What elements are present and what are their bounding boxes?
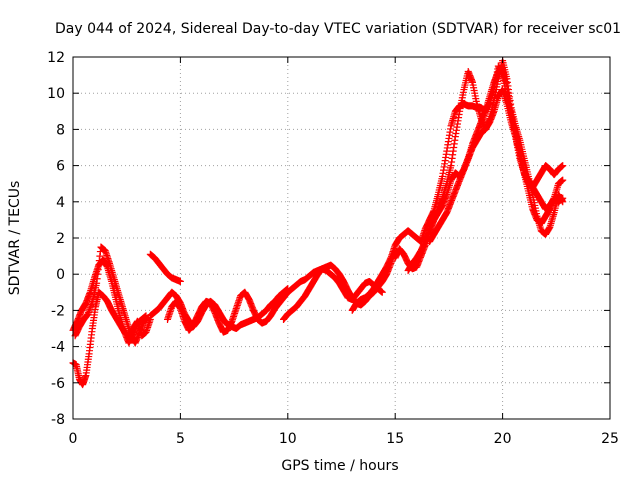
- y-tick-label: 12: [47, 50, 65, 66]
- data-point: [176, 277, 184, 285]
- x-tick-label: 0: [69, 431, 78, 447]
- y-tick-label: 6: [56, 159, 65, 175]
- x-tick-label: 20: [494, 431, 512, 447]
- x-axis-label: GPS time / hours: [281, 458, 398, 474]
- y-tick-label: -6: [51, 376, 65, 392]
- data-point: [559, 176, 567, 184]
- x-tick-label: 5: [176, 431, 185, 447]
- y-tick-label: 2: [56, 231, 65, 247]
- series-track-k: [426, 86, 567, 246]
- series-track-d: [146, 250, 184, 285]
- axis-ticks: 0 5 10 15 20 25 -8 -6 -4 -2 0 2 4 6 8 10 12: [47, 50, 619, 447]
- y-tick-label: 0: [56, 267, 65, 283]
- y-tick-label: 8: [56, 122, 65, 138]
- grid-lines: [73, 57, 610, 419]
- data-point: [559, 194, 567, 202]
- data-point: [378, 288, 386, 296]
- data-point: [559, 162, 567, 170]
- x-tick-label: 10: [279, 431, 297, 447]
- x-tick-label: 25: [601, 431, 619, 447]
- series-track-c: [69, 288, 154, 389]
- y-tick-label: -8: [51, 412, 65, 428]
- y-axis-label: SDTVAR / TECUs: [7, 181, 23, 296]
- x-tick-label: 15: [386, 431, 404, 447]
- data-points: [69, 57, 567, 389]
- chart-title: Day 044 of 2024, Sidereal Day-to-day VTE…: [55, 21, 621, 37]
- y-tick-label: -4: [51, 340, 65, 356]
- y-tick-label: 10: [47, 86, 65, 102]
- y-tick-label: -2: [51, 303, 65, 319]
- y-tick-label: 4: [56, 195, 65, 211]
